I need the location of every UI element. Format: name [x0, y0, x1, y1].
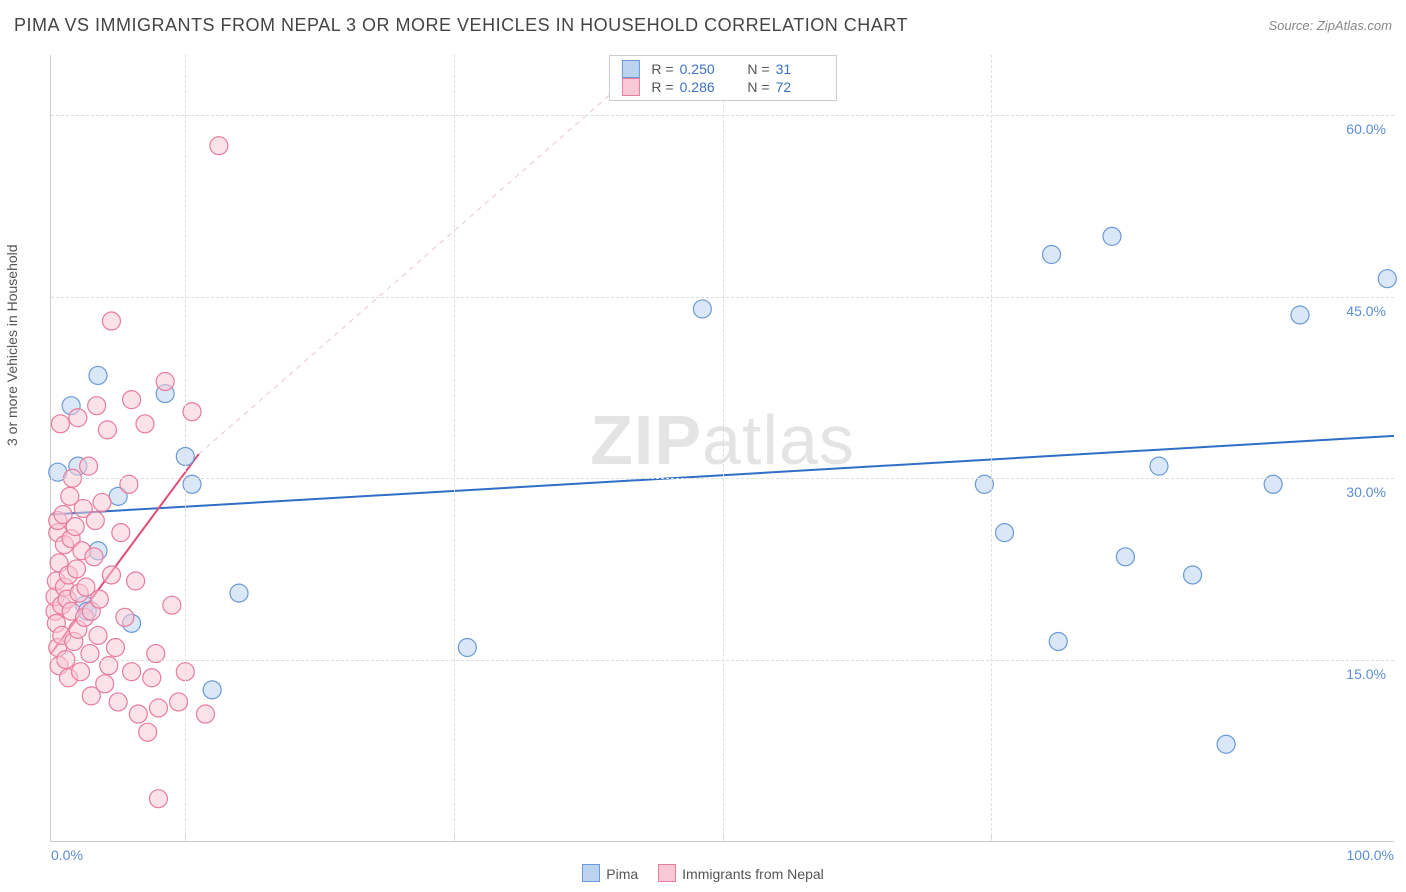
data-point — [89, 626, 107, 644]
legend-swatch — [621, 60, 639, 78]
data-point — [102, 312, 120, 330]
data-point — [93, 493, 111, 511]
scatter-plot-area: ZIPatlas R = 0.250 N = 31R = 0.286 N = 7… — [50, 55, 1394, 842]
gridline-v — [723, 55, 724, 841]
data-point — [89, 366, 107, 384]
chart-header: PIMA VS IMMIGRANTS FROM NEPAL 3 OR MORE … — [0, 0, 1406, 50]
gridline-v — [454, 55, 455, 841]
data-point — [143, 669, 161, 687]
stats-row: R = 0.286 N = 72 — [621, 78, 823, 96]
stats-legend: R = 0.250 N = 31R = 0.286 N = 72 — [608, 55, 836, 101]
data-point — [90, 590, 108, 608]
data-point — [458, 639, 476, 657]
y-axis-title: 3 or more Vehicles in Household — [4, 244, 20, 446]
legend-item: Immigrants from Nepal — [658, 864, 824, 882]
data-point — [66, 518, 84, 536]
data-point — [1116, 548, 1134, 566]
data-point — [72, 663, 90, 681]
data-point — [123, 391, 141, 409]
data-point — [1049, 632, 1067, 650]
data-point — [156, 372, 174, 390]
data-point — [102, 566, 120, 584]
x-tick-label: 0.0% — [51, 847, 83, 863]
legend-swatch — [658, 864, 676, 882]
legend-item: Pima — [582, 864, 638, 882]
data-point — [196, 705, 214, 723]
data-point — [1291, 306, 1309, 324]
data-point — [1103, 227, 1121, 245]
data-point — [106, 639, 124, 657]
data-point — [996, 524, 1014, 542]
data-point — [109, 693, 127, 711]
data-point — [203, 681, 221, 699]
data-point — [139, 723, 157, 741]
data-point — [96, 675, 114, 693]
series-legend: Pima Immigrants from Nepal — [0, 864, 1406, 882]
data-point — [1184, 566, 1202, 584]
gridline-v — [991, 55, 992, 841]
data-point — [210, 137, 228, 155]
x-tick-label: 100.0% — [1347, 847, 1394, 863]
legend-label: Immigrants from Nepal — [682, 866, 824, 882]
n-value: 72 — [776, 79, 824, 95]
data-point — [129, 705, 147, 723]
data-point — [163, 596, 181, 614]
data-point — [1217, 735, 1235, 753]
data-point — [1043, 246, 1061, 264]
data-point — [1378, 270, 1396, 288]
r-value: 0.286 — [680, 79, 728, 95]
data-point — [98, 421, 116, 439]
data-point — [136, 415, 154, 433]
data-point — [693, 300, 711, 318]
legend-swatch — [621, 78, 639, 96]
data-point — [86, 512, 104, 530]
data-point — [149, 790, 167, 808]
n-value: 31 — [776, 61, 824, 77]
data-point — [230, 584, 248, 602]
source-attribution: Source: ZipAtlas.com — [1268, 18, 1392, 33]
data-point — [116, 608, 134, 626]
r-value: 0.250 — [680, 61, 728, 77]
stats-row: R = 0.250 N = 31 — [621, 60, 823, 78]
y-tick-label: 15.0% — [1346, 666, 1386, 682]
data-point — [127, 572, 145, 590]
data-point — [85, 548, 103, 566]
data-point — [149, 699, 167, 717]
chart-title: PIMA VS IMMIGRANTS FROM NEPAL 3 OR MORE … — [14, 15, 908, 36]
data-point — [51, 415, 69, 433]
data-point — [123, 663, 141, 681]
data-point — [80, 457, 98, 475]
data-point — [69, 409, 87, 427]
data-point — [88, 397, 106, 415]
legend-swatch — [582, 864, 600, 882]
y-tick-label: 45.0% — [1346, 303, 1386, 319]
data-point — [112, 524, 130, 542]
data-point — [68, 560, 86, 578]
y-tick-label: 30.0% — [1346, 484, 1386, 500]
y-tick-label: 60.0% — [1346, 121, 1386, 137]
data-point — [1150, 457, 1168, 475]
legend-label: Pima — [606, 866, 638, 882]
gridline-v — [185, 55, 186, 841]
